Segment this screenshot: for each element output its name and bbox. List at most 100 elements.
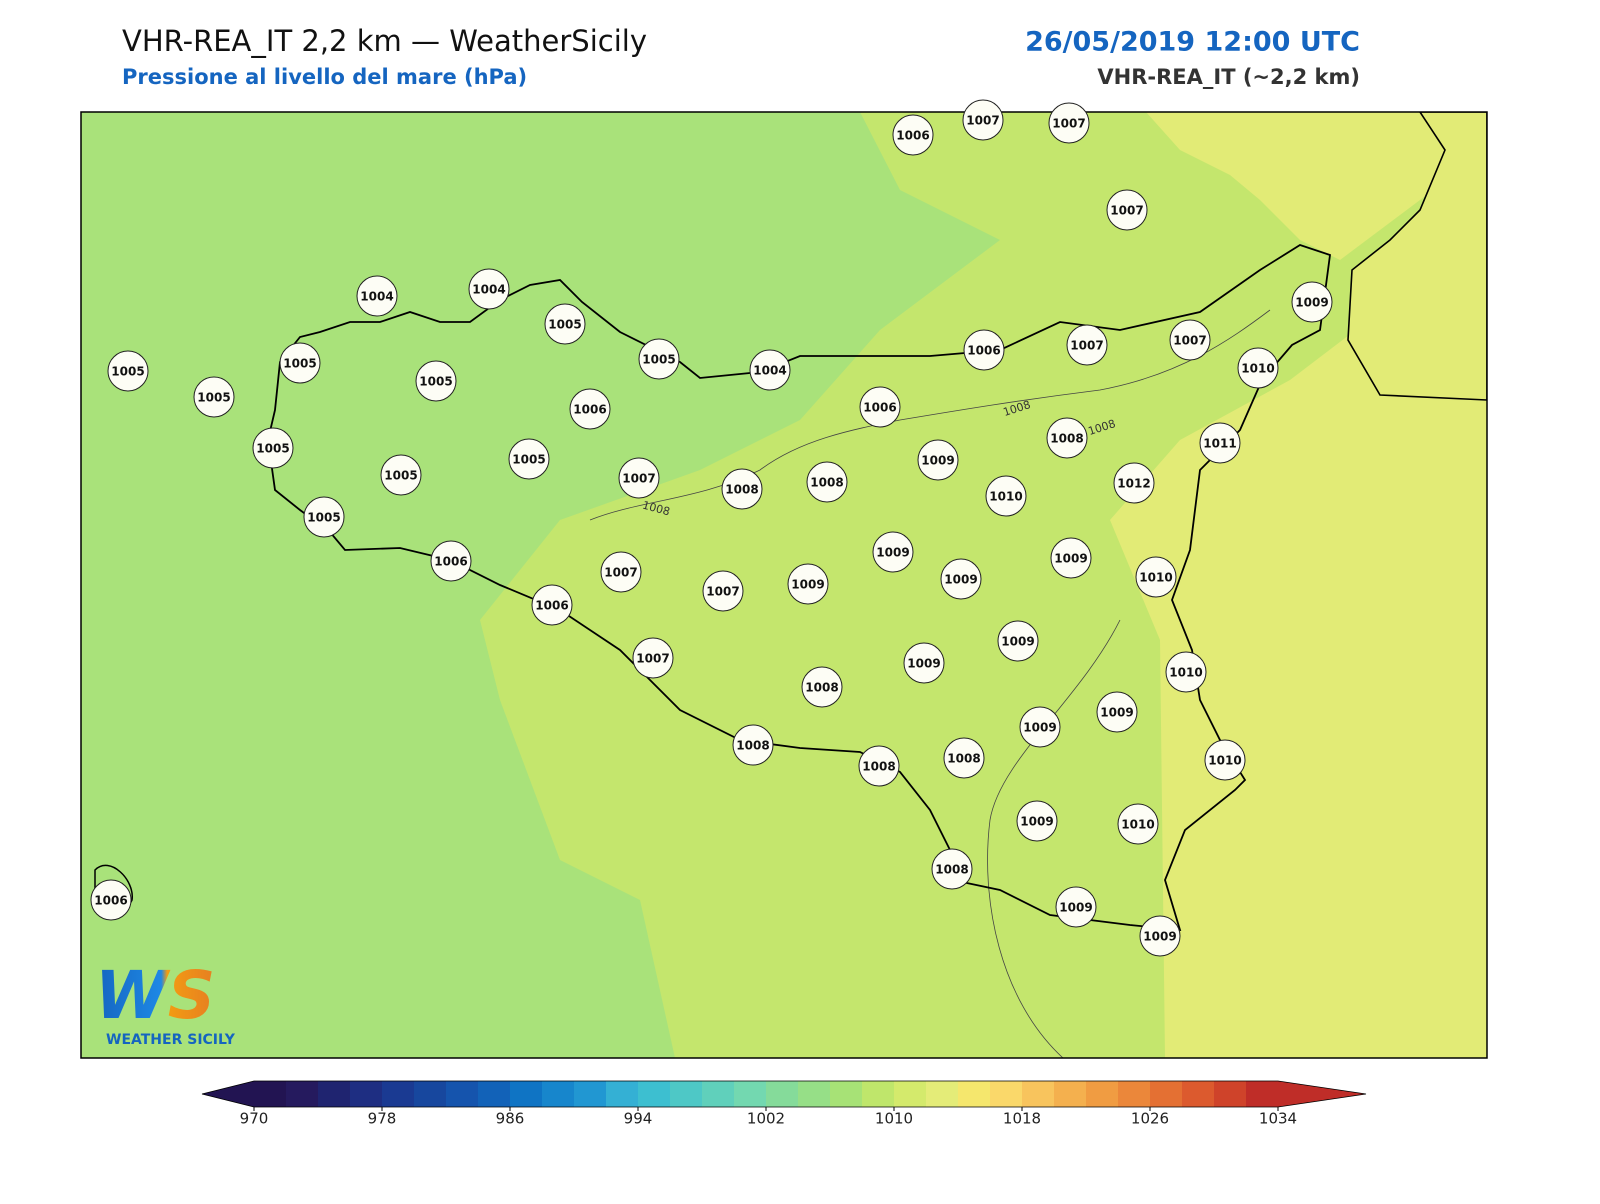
colorbar-extend-high: [1278, 1081, 1366, 1107]
station-marker: [943, 737, 985, 779]
station-marker: [963, 329, 1005, 371]
logo-name: WEATHER SICILY: [106, 1032, 236, 1048]
station-marker: [872, 531, 914, 573]
station-marker: [508, 438, 550, 480]
sicily-coast: [267, 244, 1331, 932]
station-value: 1006: [94, 894, 127, 908]
station-value: 1009: [1054, 552, 1087, 566]
station-marker: [632, 637, 674, 679]
colorbar-band: [478, 1081, 511, 1107]
station-marker: [1096, 691, 1138, 733]
colorbar-tick-label: 1026: [1131, 1110, 1169, 1128]
station-marker: [1016, 800, 1058, 842]
colorbar-band: [1022, 1081, 1055, 1107]
colorbar-band: [286, 1081, 319, 1107]
station-marker: [931, 848, 973, 890]
station-marker: [1291, 281, 1333, 323]
station-value: 1007: [604, 566, 637, 580]
colorbar-band: [606, 1081, 639, 1107]
colorbar-band: [1054, 1081, 1087, 1107]
station-marker: [1019, 706, 1061, 748]
title: VHR-REA_IT 2,2 km — WeatherSicily: [122, 24, 647, 58]
station-value: 1010: [1139, 571, 1172, 585]
station-marker: [749, 349, 791, 391]
colorbar-band: [926, 1081, 959, 1107]
station-marker: [702, 570, 744, 612]
station-value: 1007: [1070, 339, 1103, 353]
station-value: 1007: [966, 114, 999, 128]
colorbar-tick-label: 970: [240, 1110, 269, 1128]
colorbar-band: [734, 1081, 767, 1107]
colorbar-band: [798, 1081, 831, 1107]
colorbar-band: [1150, 1081, 1183, 1107]
colorbar-band: [350, 1081, 383, 1107]
station-value: 1008: [810, 476, 843, 490]
logo: WS WEATHER SICILY: [95, 957, 236, 1048]
colorbar-band: [638, 1081, 671, 1107]
colorbar-band: [670, 1081, 703, 1107]
calabria: [1347, 112, 1487, 401]
station-marker: [917, 439, 959, 481]
station-value: 1005: [256, 442, 289, 456]
station-marker: [1237, 347, 1279, 389]
station-marker: [303, 496, 345, 538]
station-value: 1009: [1100, 706, 1133, 720]
station-marker: [193, 376, 235, 418]
station-marker: [1106, 189, 1148, 231]
colorbar-band: [318, 1081, 351, 1107]
station-marker: [1204, 739, 1246, 781]
station-value: 1010: [1208, 754, 1241, 768]
station-marker: [721, 468, 763, 510]
station-value: 1007: [706, 585, 739, 599]
colorbar-band: [766, 1081, 799, 1107]
colorbar-band: [574, 1081, 607, 1107]
station-marker: [806, 461, 848, 503]
station-marker: [1117, 803, 1159, 845]
station-marker: [985, 475, 1027, 517]
colorbar-band: [958, 1081, 991, 1107]
station-value: 1006: [863, 401, 896, 415]
colorbar: 970 978 986 994 1002 1010 1018 1026 1034: [201, 1080, 1367, 1128]
station-marker: [544, 303, 586, 345]
station-value: 1010: [1169, 666, 1202, 680]
station-marker: [430, 540, 472, 582]
station-value: 1008: [805, 681, 838, 695]
model: VHR-REA_IT (~2,2 km): [1097, 65, 1360, 89]
datetime: 26/05/2019 12:00 UTC: [1025, 27, 1360, 58]
station-value: 1007: [1052, 117, 1085, 131]
colorbar-tick-label: 1010: [875, 1110, 913, 1128]
station-value: 1009: [1001, 635, 1034, 649]
station-value: 1007: [622, 472, 655, 486]
station-value: 1005: [197, 391, 230, 405]
colorbar-band: [830, 1081, 863, 1107]
station-value: 1009: [944, 573, 977, 587]
station-value: 1008: [725, 483, 758, 497]
station-value: 1004: [360, 290, 393, 304]
station-value: 1007: [1173, 334, 1206, 348]
station-value: 1005: [384, 469, 417, 483]
station-value: 1008: [1050, 432, 1083, 446]
station-marker: [859, 386, 901, 428]
station-value: 1009: [921, 454, 954, 468]
isobar: [589, 309, 1271, 1058]
station-marker: [107, 350, 149, 392]
station-value: 1006: [896, 129, 929, 143]
station-marker: [531, 584, 573, 626]
colorbar-band: [894, 1081, 927, 1107]
colorbar-tick-label: 1018: [1003, 1110, 1041, 1128]
station-value: 1010: [1241, 362, 1274, 376]
colorbar-band: [446, 1081, 479, 1107]
station-value: 1006: [535, 599, 568, 613]
station-marker: [90, 879, 132, 921]
colorbar-band: [1246, 1081, 1279, 1107]
station-marker: [962, 99, 1004, 141]
subtitle: Pressione al livello del mare (hPa): [122, 65, 527, 89]
colorbar-band: [1118, 1081, 1151, 1107]
colorbar-tick-label: 1034: [1259, 1110, 1297, 1128]
station-marker: [1113, 462, 1155, 504]
colorbar-band: [542, 1081, 575, 1107]
colorbar-band: [254, 1081, 287, 1107]
station-value: 1007: [1110, 204, 1143, 218]
station-value: 1008: [736, 739, 769, 753]
